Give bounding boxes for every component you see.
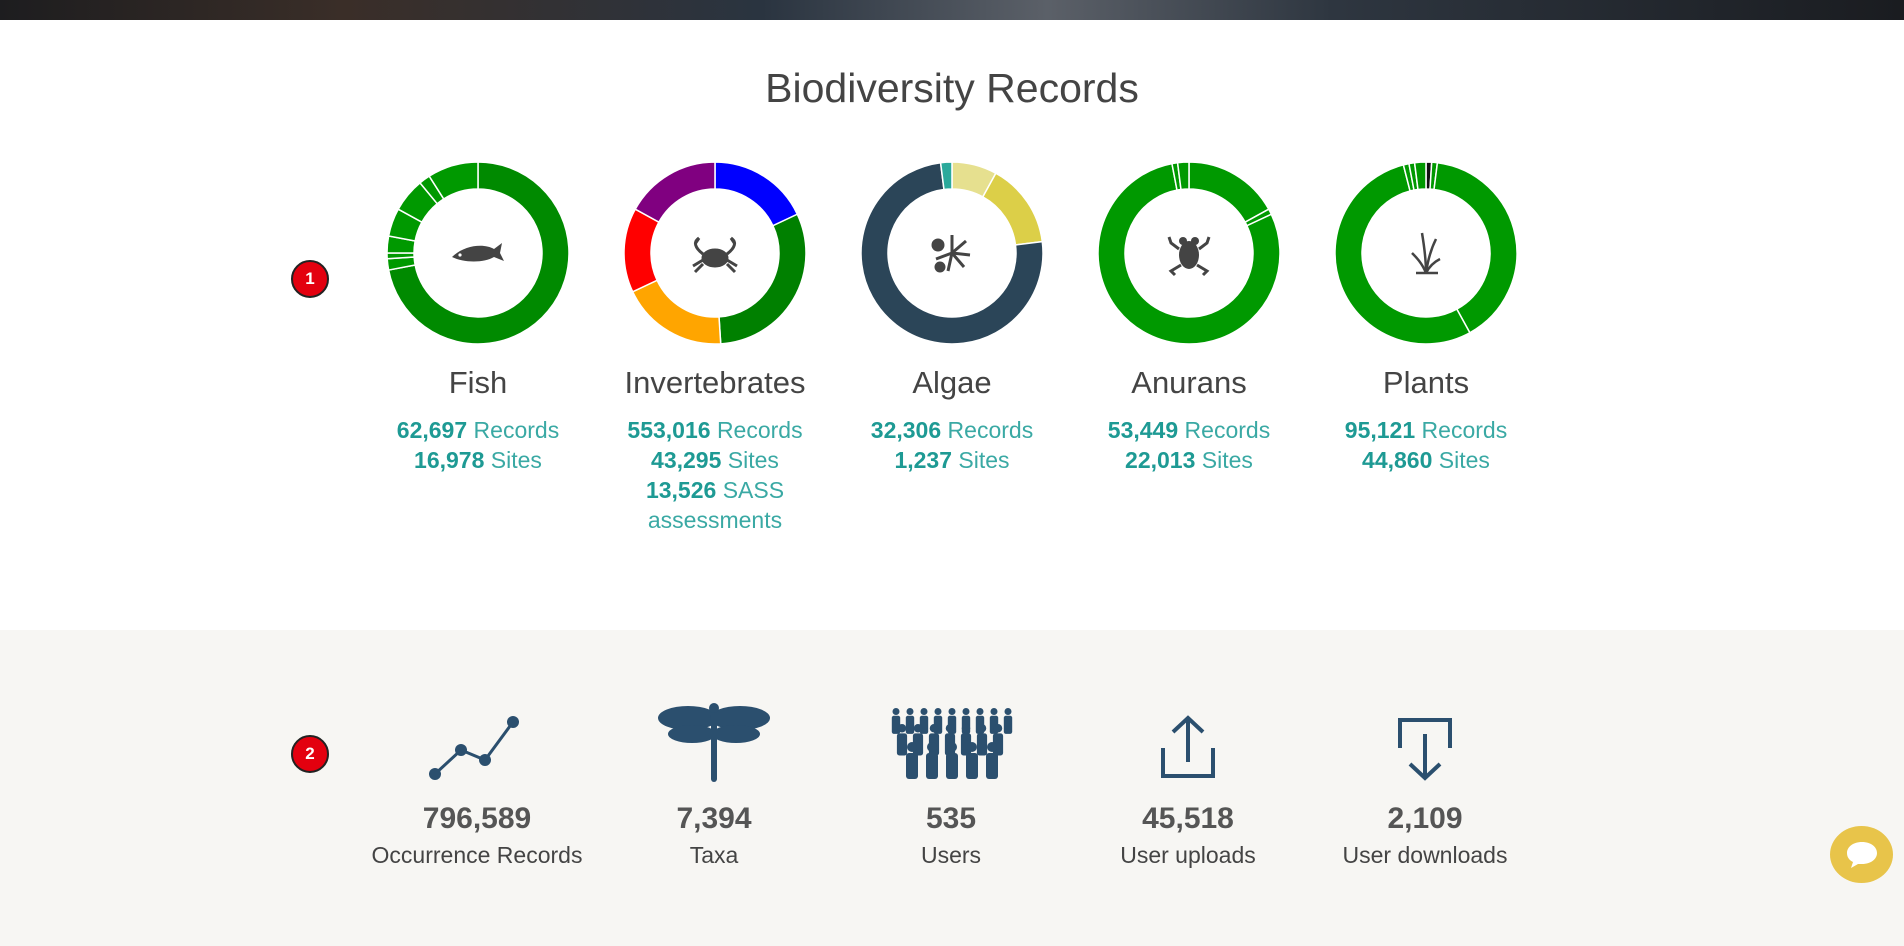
donut-slice[interactable] bbox=[1176, 161, 1190, 191]
donut-slice[interactable] bbox=[981, 172, 1044, 246]
stat-sites: 22,013 Sites bbox=[1125, 447, 1253, 473]
fish-donut-chart bbox=[386, 161, 570, 345]
donut-slice[interactable] bbox=[1334, 163, 1471, 345]
summary-user-downloads: 2,109 User downloads bbox=[1305, 700, 1545, 869]
group-stats: 32,306 Records 1,237 Sites bbox=[847, 415, 1057, 475]
donut-slice[interactable] bbox=[634, 161, 716, 224]
donut-slice[interactable] bbox=[1433, 161, 1518, 334]
chat-bubble-icon bbox=[1846, 841, 1877, 868]
stat-records: 95,121 Records bbox=[1344, 417, 1508, 443]
summary-user-uploads: 45,518 User uploads bbox=[1068, 700, 1308, 869]
frog-icon bbox=[1167, 236, 1211, 277]
invertebrates-donut-chart bbox=[623, 161, 807, 345]
plant-icon bbox=[1411, 232, 1441, 275]
chat-button[interactable] bbox=[1830, 826, 1893, 883]
group-card-plants[interactable]: Plants 95,121 Records 44,860 Sites bbox=[1321, 160, 1531, 475]
dragonfly-icon bbox=[658, 703, 770, 782]
group-stats: 95,121 Records 44,860 Sites bbox=[1321, 415, 1531, 475]
donut-slice[interactable] bbox=[387, 161, 570, 345]
group-card-fish[interactable]: Fish 62,697 Records 16,978 Sites bbox=[373, 160, 583, 475]
download-icon bbox=[1398, 718, 1452, 781]
donut-slice[interactable] bbox=[860, 161, 1044, 345]
summary-label: User downloads bbox=[1342, 842, 1508, 868]
donut-slice[interactable] bbox=[631, 279, 722, 345]
summary-value: 796,589 bbox=[422, 802, 532, 835]
summary-users: 535 Users bbox=[831, 700, 1071, 869]
stat-sites: 43,295 Sites bbox=[651, 447, 779, 473]
donut-slice[interactable] bbox=[386, 252, 415, 260]
donut-slice[interactable] bbox=[428, 161, 479, 200]
stat-records: 32,306 Records bbox=[870, 417, 1034, 443]
stat-sites: 1,237 Sites bbox=[894, 447, 1010, 473]
anurans-donut-chart bbox=[1097, 161, 1281, 345]
summary-stats-band bbox=[0, 630, 1904, 946]
algae-icon bbox=[931, 235, 971, 273]
group-card-anurans[interactable]: Anurans 53,449 Records 22,013 Sites bbox=[1084, 160, 1294, 475]
group-title: Anurans bbox=[1131, 365, 1247, 400]
summary-label: Users bbox=[920, 842, 982, 868]
stat-sites: 44,860 Sites bbox=[1362, 447, 1490, 473]
users-icon bbox=[891, 708, 1013, 779]
stat-records: 553,016 Records bbox=[627, 417, 803, 443]
group-title: Fish bbox=[448, 365, 508, 400]
donut-slice[interactable] bbox=[939, 161, 953, 191]
stat-sites: 16,978 Sites bbox=[414, 447, 542, 473]
summary-label: Occurrence Records bbox=[371, 842, 583, 868]
group-stats: 53,449 Records 22,013 Sites bbox=[1084, 415, 1294, 475]
stat-records: 53,449 Records bbox=[1107, 417, 1271, 443]
group-card-invertebrates[interactable]: Invertebrates 553,016 Records 43,295 Sit… bbox=[610, 160, 820, 535]
group-stats: 553,016 Records 43,295 Sites 13,526 SASS… bbox=[610, 415, 820, 535]
summary-label: User uploads bbox=[1120, 842, 1256, 868]
group-title: Invertebrates bbox=[624, 365, 806, 400]
algae-donut-chart bbox=[860, 161, 1044, 345]
donut-slice[interactable] bbox=[718, 213, 807, 345]
group-stats: 62,697 Records 16,978 Sites bbox=[373, 415, 583, 475]
donut-slice[interactable] bbox=[1413, 161, 1427, 191]
upload-icon bbox=[1161, 715, 1215, 778]
fish-icon bbox=[452, 243, 504, 262]
step-badge-1: 1 bbox=[291, 260, 329, 298]
crab-icon bbox=[692, 236, 738, 274]
donut-slice[interactable] bbox=[1188, 161, 1270, 224]
summary-value: 2,109 bbox=[1387, 802, 1463, 835]
group-title: Plants bbox=[1382, 365, 1470, 400]
group-card-algae[interactable]: Algae 32,306 Records 1,237 Sites bbox=[847, 160, 1057, 475]
summary-value: 45,518 bbox=[1142, 802, 1234, 835]
donut-slice[interactable] bbox=[714, 161, 799, 227]
summary-value: 535 bbox=[925, 802, 977, 835]
plants-donut-chart bbox=[1334, 161, 1518, 345]
summary-taxa: 7,394 Taxa bbox=[594, 700, 834, 869]
summary-label: Taxa bbox=[689, 842, 739, 868]
summary-value: 7,394 bbox=[676, 802, 752, 835]
page-title: Biodiversity Records bbox=[765, 65, 1139, 112]
stat-records: 62,697 Records bbox=[396, 417, 560, 443]
step-badge-2: 2 bbox=[291, 735, 329, 773]
donut-slice[interactable] bbox=[1097, 162, 1281, 345]
summary-occurrence-records: 796,589 Occurrence Records bbox=[357, 700, 597, 869]
group-title: Algae bbox=[912, 365, 992, 400]
hero-image-strip bbox=[0, 0, 1904, 20]
stat-sass: 13,526 SASS assessments bbox=[645, 477, 785, 533]
donut-slice[interactable] bbox=[623, 208, 660, 293]
line-chart-icon bbox=[429, 716, 519, 780]
